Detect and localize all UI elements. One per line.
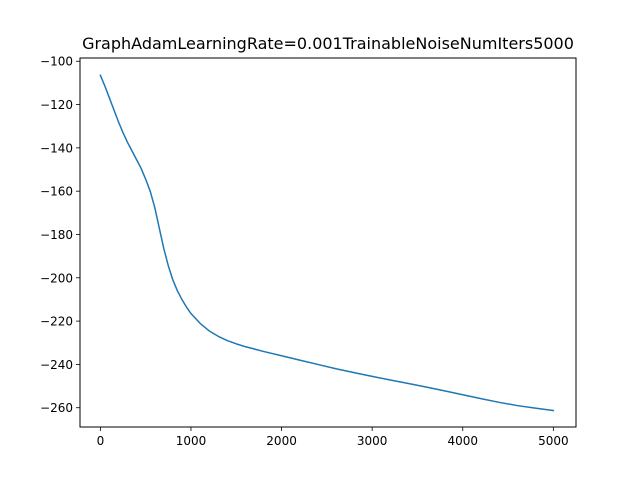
y-axis: −100 −120 −140 −160 −180 −200 −220 −240 −260	[40, 55, 80, 415]
y-tick-label: −240	[40, 358, 73, 372]
y-tick-label: −140	[40, 141, 73, 155]
y-tick-label: −100	[40, 55, 73, 69]
x-tick-label: 3000	[357, 434, 388, 448]
chart-title: GraphAdamLearningRate=0.001TrainableNois…	[82, 34, 574, 53]
y-tick-label: −160	[40, 185, 73, 199]
x-tick-label: 5000	[538, 434, 569, 448]
plot-frame	[79, 57, 577, 428]
y-tick-label: −180	[40, 228, 73, 242]
x-tick-label: 2000	[266, 434, 297, 448]
y-tick-label: −220	[40, 315, 73, 329]
x-tick-label: 4000	[447, 434, 478, 448]
x-tick-label: 0	[97, 434, 105, 448]
x-axis: 0 1000 2000 3000 4000 5000	[97, 427, 569, 448]
plot-area	[99, 74, 555, 412]
y-tick-label: −200	[40, 271, 73, 285]
series-line-0	[99, 74, 555, 412]
y-tick-label: −120	[40, 98, 73, 112]
y-tick-label: −260	[40, 401, 73, 415]
x-tick-label: 1000	[176, 434, 207, 448]
